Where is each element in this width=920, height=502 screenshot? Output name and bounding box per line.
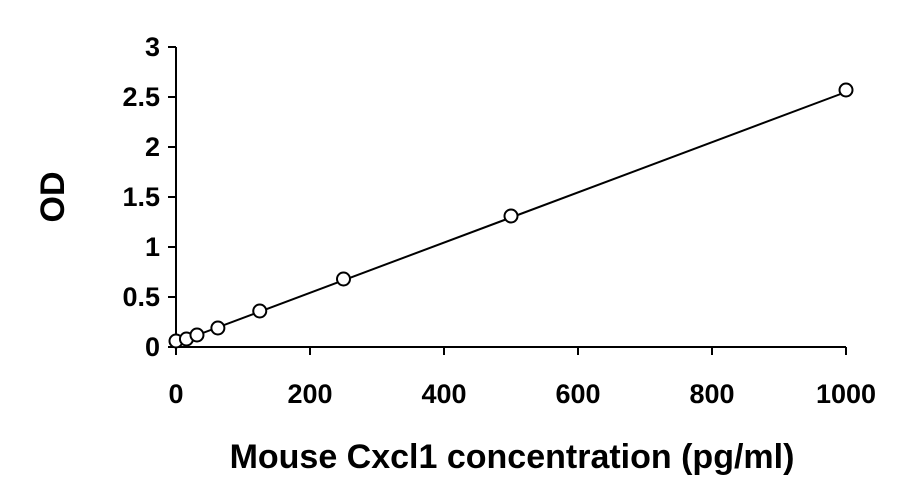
y-tick-label: 1.5 — [122, 182, 160, 212]
tick-labels: 0 0.5 1 1.5 2 2.5 3 0 200 400 600 800 1000 — [122, 32, 876, 409]
x-tick-label: 400 — [421, 379, 466, 409]
x-tick-label: 800 — [689, 379, 734, 409]
y-tick-label: 3 — [145, 32, 160, 62]
y-tick-label: 0 — [145, 332, 160, 362]
data-point — [189, 327, 205, 343]
y-axis-title: OD — [34, 172, 72, 223]
y-tick-label: 2.5 — [122, 82, 160, 112]
x-tick-label: 600 — [555, 379, 600, 409]
axes — [175, 47, 846, 348]
data-point — [210, 320, 226, 336]
data-point — [252, 303, 268, 319]
x-axis-title: Mouse Cxcl1 concentration (pg/ml) — [230, 438, 795, 476]
y-tick-label: 0.5 — [122, 282, 160, 312]
data-point — [838, 82, 854, 98]
y-tick-label: 2 — [145, 132, 160, 162]
data-points — [168, 82, 854, 349]
x-tick-label: 1000 — [816, 379, 876, 409]
y-tick-label: 1 — [145, 232, 160, 262]
x-tick-label: 200 — [287, 379, 332, 409]
data-point — [503, 208, 519, 224]
data-point — [336, 271, 351, 287]
tick-marks — [168, 46, 847, 355]
x-tick-label: 0 — [168, 379, 183, 409]
